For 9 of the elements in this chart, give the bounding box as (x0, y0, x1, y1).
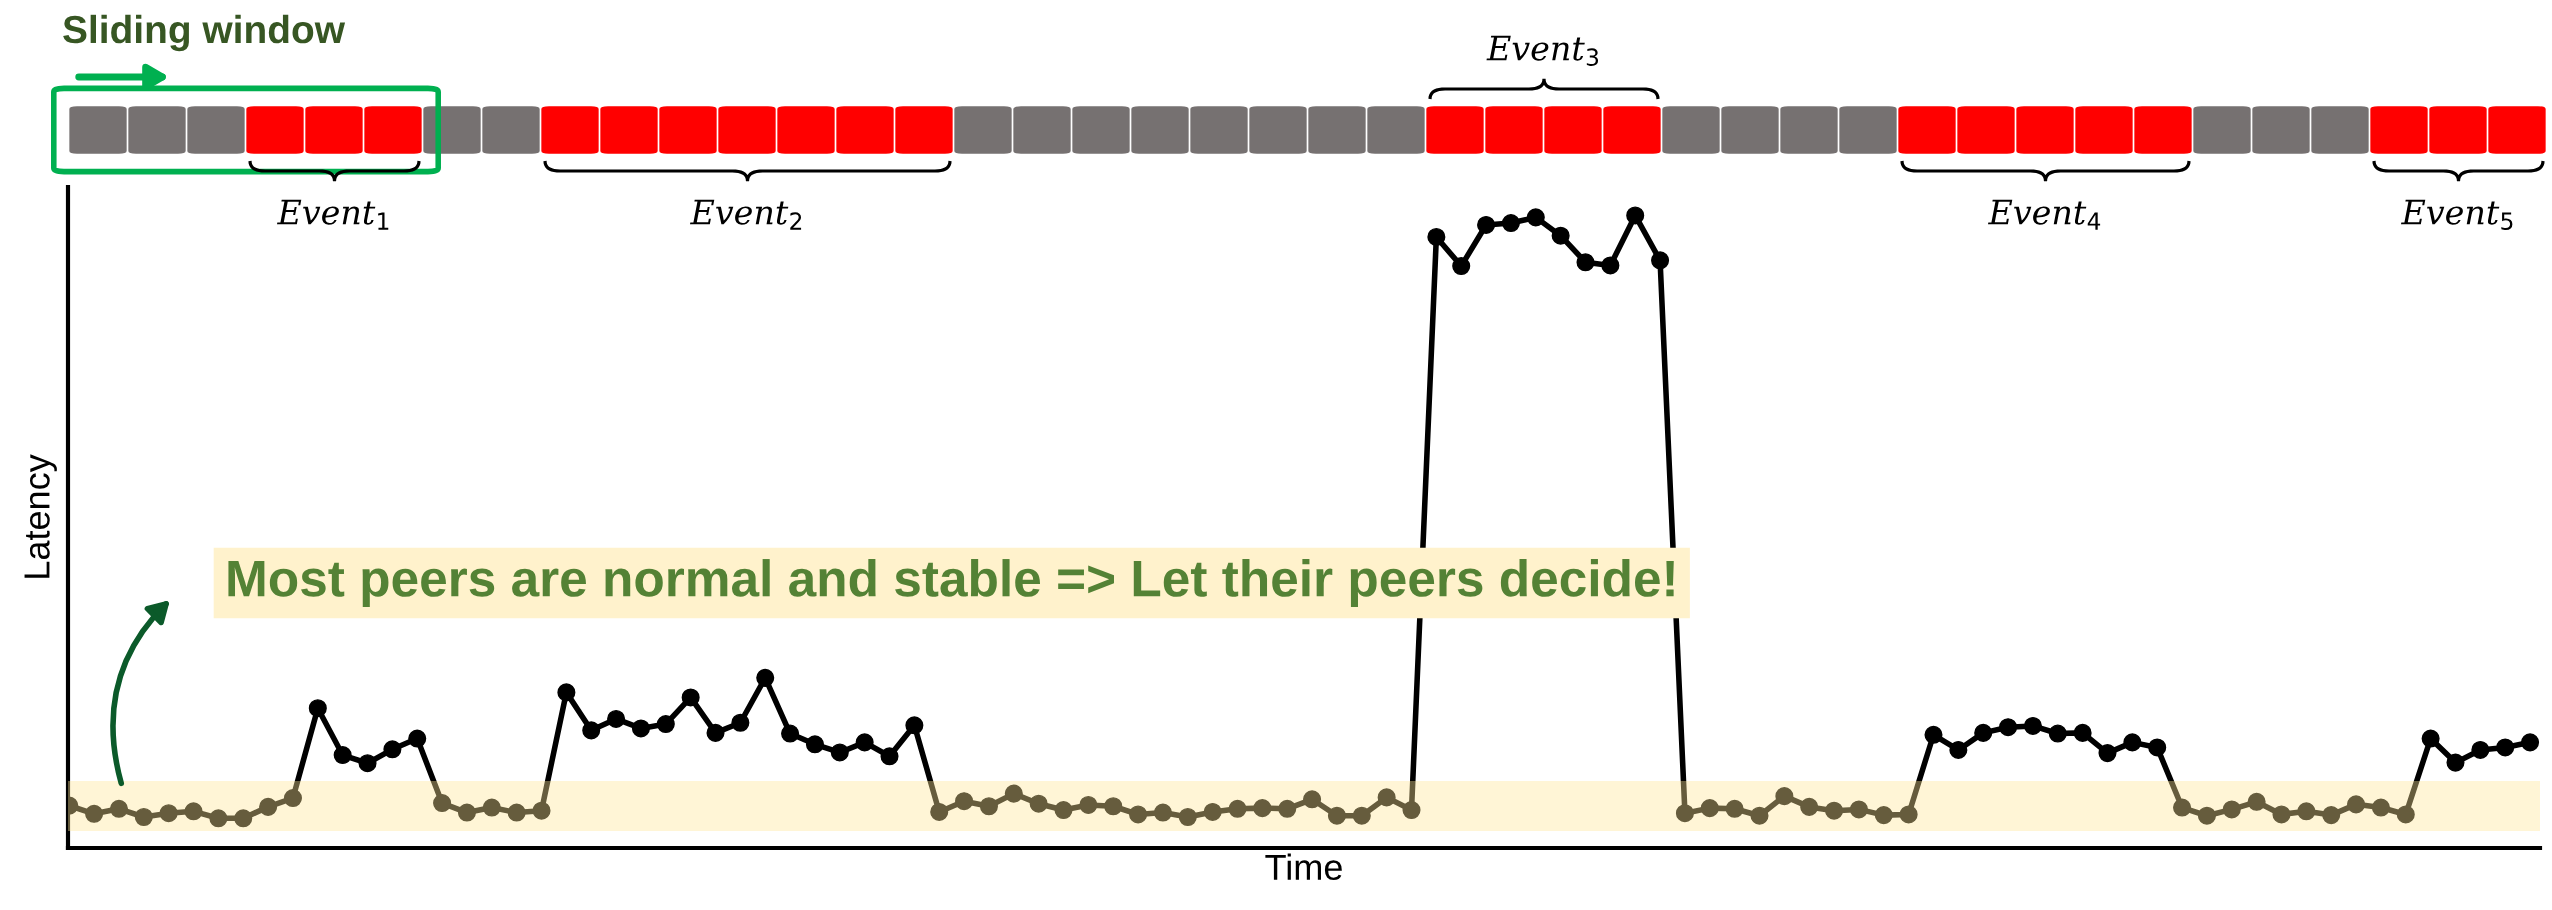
text: Event$_{3}$ (1486, 35, 1599, 66)
chart-title: Sliding window (63, 14, 346, 52)
annotation: Most peers are normal and stable => Let their peers decide! (228, 559, 1674, 607)
annotation: Event$_{5}$ (2400, 199, 2513, 230)
annotation: Event$_{4}$ (1987, 199, 2101, 230)
x-axis-title: Time (1265, 853, 1342, 881)
annotation: Event$_{1}$ (276, 199, 389, 230)
y-axis-title: Latency (24, 454, 57, 578)
annotation: Event$_{2}$ (689, 199, 802, 230)
